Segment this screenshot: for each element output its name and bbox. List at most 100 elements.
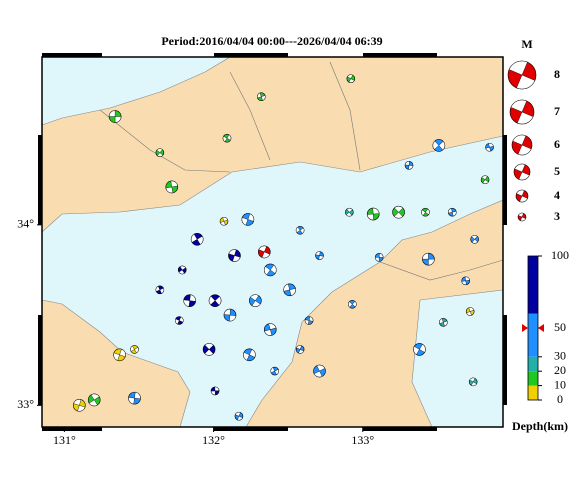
event-dilatation — [250, 294, 261, 307]
event — [413, 343, 426, 356]
event-dilatation — [448, 208, 457, 217]
event — [165, 180, 179, 194]
event — [263, 263, 277, 277]
latest-event-dilatation — [258, 245, 271, 259]
frame-segment — [214, 427, 288, 431]
event-dilatation — [190, 233, 204, 245]
event-dilatation — [243, 349, 256, 361]
event — [283, 283, 296, 297]
event-dilatation — [295, 226, 305, 234]
event — [392, 205, 405, 219]
frame-segment — [503, 135, 507, 225]
event-dilatation — [345, 208, 353, 217]
event-dilatation — [222, 134, 232, 142]
event — [234, 411, 244, 421]
frame-segment — [363, 53, 437, 57]
event — [210, 386, 220, 396]
depth-band — [528, 371, 538, 386]
event-dilatation — [461, 276, 470, 285]
event-dilatation — [210, 386, 220, 396]
event — [315, 251, 324, 260]
event — [263, 323, 277, 336]
event-dilatation — [466, 307, 475, 316]
event-dilatation — [183, 294, 196, 307]
event-dilatation — [130, 345, 139, 354]
event — [432, 139, 446, 152]
legend-ball-dilatation — [516, 189, 528, 203]
depth-marker — [522, 324, 544, 332]
event — [485, 142, 494, 152]
event-dilatation — [204, 343, 214, 356]
depth-tick-label: 30 — [554, 349, 566, 363]
frame-segment — [503, 315, 507, 405]
event — [468, 377, 478, 387]
event-dilatation — [223, 308, 237, 322]
event-dilatation — [73, 399, 86, 412]
event-dilatation — [241, 213, 255, 226]
legend-ball — [517, 212, 527, 222]
frame-segment — [42, 53, 102, 57]
event-dilatation — [404, 161, 414, 170]
event-dilatation — [413, 343, 426, 355]
event — [130, 345, 139, 354]
event-dilatation — [257, 92, 266, 101]
legend-ball — [515, 189, 529, 203]
legend-magnitude-label: 7 — [554, 104, 560, 118]
depth-tick-label: 0 — [557, 392, 563, 406]
legend-ball-dilatation — [518, 212, 526, 222]
event — [222, 133, 232, 143]
event-dilatation — [264, 264, 277, 276]
event-dilatation — [88, 393, 100, 407]
event — [257, 92, 266, 102]
event-dilatation — [422, 252, 435, 266]
prefecture-border — [379, 259, 504, 281]
legend-magnitude-label: 5 — [554, 164, 560, 178]
legend-ball — [509, 99, 535, 125]
event-dilatation — [481, 175, 489, 184]
legend-ball-dilatation — [514, 163, 530, 181]
magnitude-legend-title: M — [521, 37, 532, 51]
event — [174, 316, 184, 325]
event-dilatation — [264, 323, 277, 336]
event — [72, 399, 86, 412]
event-dilatation — [313, 364, 326, 378]
event-dilatation — [421, 208, 430, 216]
event — [421, 207, 430, 217]
event-dilatation — [348, 301, 357, 308]
event — [447, 207, 457, 217]
map-base — [41, 56, 504, 428]
frame-segment — [363, 427, 437, 431]
lat-tick-label: 33° — [17, 397, 34, 411]
depth-scale-title: Depth(km) — [512, 419, 568, 433]
event — [404, 160, 414, 170]
legend-ball — [513, 163, 531, 181]
event — [108, 110, 122, 123]
event-dilatation — [485, 143, 494, 152]
event — [202, 343, 216, 356]
event — [208, 294, 222, 307]
event-dilatation — [296, 345, 305, 354]
legend-magnitude-label: 4 — [554, 188, 560, 202]
depth-band — [528, 256, 538, 314]
depth-tick-label: 50 — [554, 320, 566, 334]
event-dilatation — [471, 235, 478, 244]
event-dilatation — [178, 265, 186, 275]
lat-tick-label: 34° — [17, 217, 34, 231]
prefecture-border — [329, 61, 361, 171]
event-dilatation — [347, 74, 355, 83]
event-dilatation — [439, 318, 448, 327]
event — [177, 265, 187, 275]
event — [87, 393, 101, 407]
event — [219, 216, 229, 226]
event — [241, 213, 255, 226]
event — [461, 276, 471, 286]
legend-ball-dilatation — [508, 60, 536, 90]
event — [313, 364, 326, 378]
legend-ball — [507, 60, 537, 90]
depth-tick-label: 20 — [554, 363, 566, 377]
latest-event — [257, 245, 271, 259]
event-dilatation — [270, 367, 279, 375]
event-dilatation — [113, 348, 126, 361]
event — [295, 345, 305, 354]
frame-segment — [42, 427, 102, 431]
